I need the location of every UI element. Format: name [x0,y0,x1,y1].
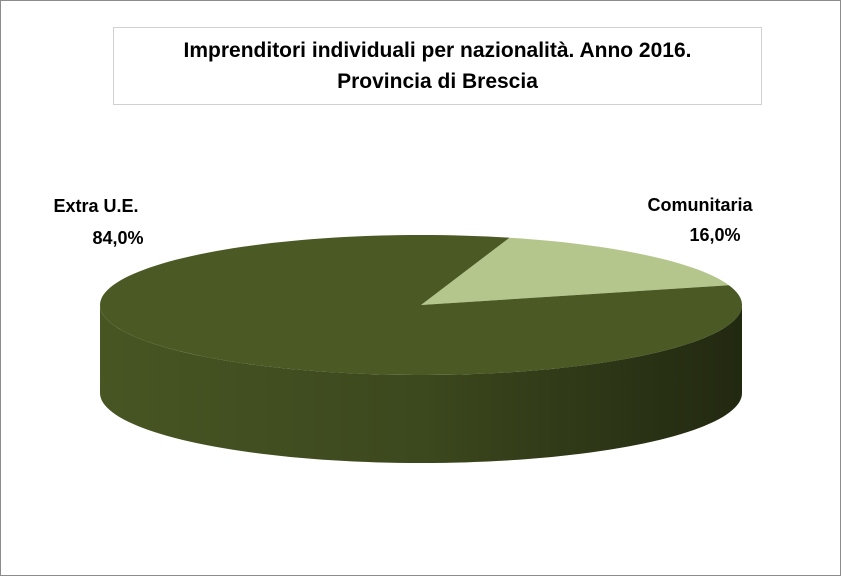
pie-slice [100,235,742,375]
pie-side-shade [100,305,742,463]
data-label-name: Extra U.E. [53,196,138,216]
data-label-value: 84,0% [92,228,143,248]
data-label-value: 16,0% [689,225,740,245]
chart-title: Imprenditori individuali per nazionalità… [113,27,762,105]
data-label-name: Comunitaria [647,195,753,215]
pie-slice [421,237,729,305]
